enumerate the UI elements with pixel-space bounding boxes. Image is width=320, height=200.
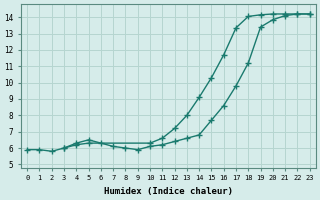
X-axis label: Humidex (Indice chaleur): Humidex (Indice chaleur) [104, 187, 233, 196]
